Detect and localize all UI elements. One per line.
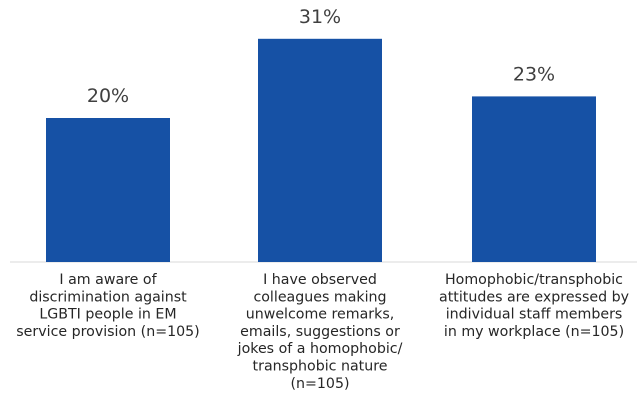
category-label-line: I have observed [263,272,377,288]
category-label-line: I am aware of [59,272,157,288]
category-label-line: service provision (n=105) [16,324,199,340]
bar [46,118,170,262]
data-label: 20% [87,85,129,107]
category-label-line: LGBTI people in EM [39,307,176,323]
category-label-line: individual staff members [446,307,623,323]
category-label-line: transphobic nature [253,359,388,375]
category-label-line: colleagues making [253,289,386,305]
bar [258,38,382,262]
category-label: Homophobic/transphobic attitudes are expr… [439,272,629,340]
category-label-line: emails, suggestions or [240,324,400,340]
category-label-line: unwelcome remarks, [246,307,395,323]
category-label-line: (n=105) [290,376,349,392]
data-label: 23% [513,63,555,85]
category-label-line: in my workplace (n=105) [444,324,624,340]
bar [472,96,596,263]
category-label: I am aware of discrimination against LGBTI… [16,272,199,340]
category-label: I have observed colleagues making unwelcom… [237,272,403,392]
category-label-line: discrimination against [29,289,187,305]
data-label: 31% [299,6,341,28]
category-label-line: jokes of a homophobic/ [237,341,403,357]
category-label-line: attitudes are expressed by [439,289,629,305]
category-label-line: Homophobic/transphobic [445,272,623,288]
